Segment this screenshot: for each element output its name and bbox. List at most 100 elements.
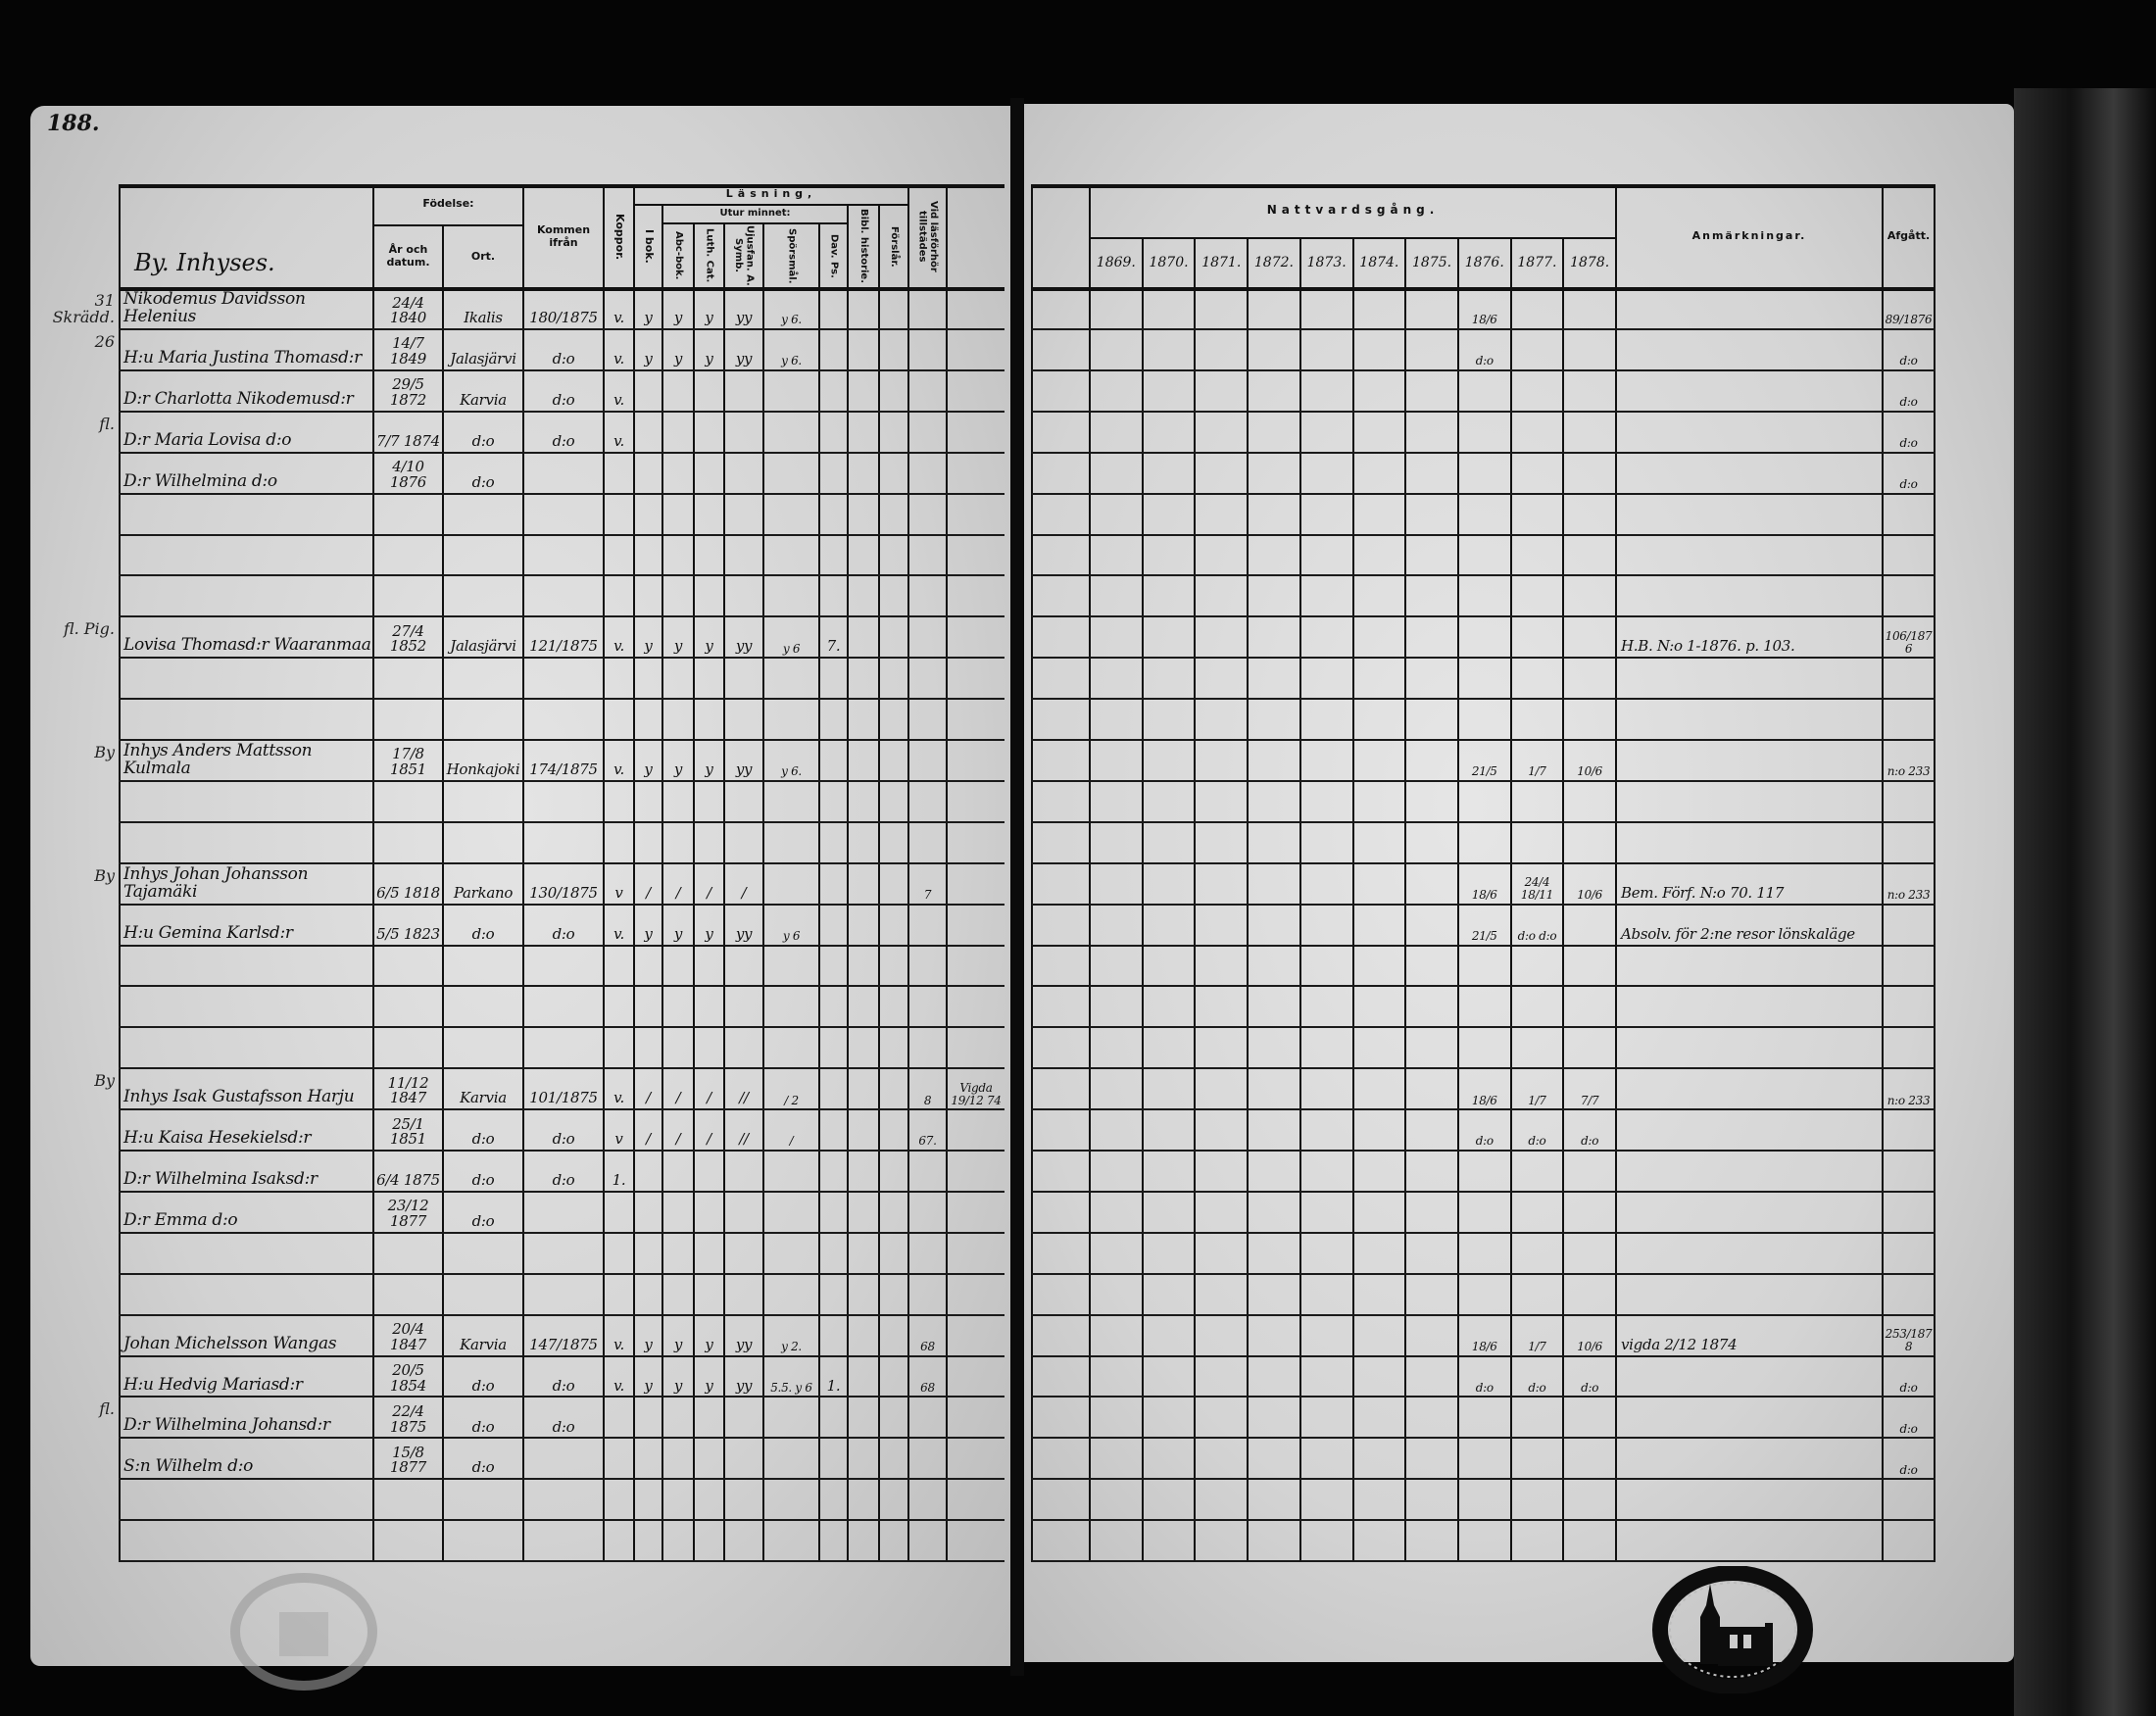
cell-communion-1878: [1562, 617, 1615, 658]
cell-bibl: [847, 1151, 878, 1191]
cell-forslar: [878, 329, 907, 369]
cell-dav: [818, 1110, 847, 1150]
cell-koppor: v.: [603, 1315, 633, 1355]
cell-birth-date: [372, 822, 442, 862]
cell-extra: [946, 1192, 1004, 1232]
cell-communion-1877: [1509, 1480, 1563, 1520]
cell-communion-1870: [1141, 289, 1195, 328]
cell-communion-1873: [1298, 1028, 1352, 1068]
cell-name: [119, 1233, 372, 1273]
cell-ujus: [723, 659, 762, 699]
cell-forslar: [878, 740, 907, 780]
cell-name: [119, 946, 372, 986]
cell-departed: [1882, 781, 1936, 821]
cell-extra: [946, 494, 1004, 534]
cell-birth-place: [442, 494, 522, 534]
blank-register-row: [119, 659, 1004, 701]
cell-departed: n:o 233: [1882, 1069, 1936, 1109]
cell-ujus: /: [723, 863, 762, 904]
cell-birth-place: Karvia: [442, 1315, 522, 1355]
register-row: D:r Emma d:o 23/12 1877 d:o: [119, 1192, 1004, 1234]
cell-communion-1871: [1194, 1151, 1247, 1191]
cell-communion-1869: [1089, 1439, 1142, 1479]
cell-name: Lovisa Thomasd:r Waaranmaa: [119, 617, 372, 658]
blank-register-row: [1031, 659, 1936, 701]
cell-remarks: [1615, 1274, 1882, 1314]
cell-communion-1877: [1509, 700, 1563, 739]
cell-i-bok: y: [633, 905, 662, 945]
cell-communion-1872: [1247, 1521, 1299, 1560]
cell-luth: y: [693, 905, 723, 945]
cell-departed: 89/1876: [1882, 289, 1936, 328]
cell-communion-1876: 18/6: [1456, 863, 1510, 904]
cell-blank: [1031, 1439, 1089, 1479]
cell-communion-1876: [1456, 1521, 1510, 1560]
cell-luth: y: [693, 289, 723, 328]
cell-communion-1873: [1298, 1480, 1352, 1520]
cell-communion-1873: [1298, 412, 1352, 452]
cell-communion-1872: [1247, 289, 1299, 328]
cell-communion-1872: [1247, 740, 1299, 780]
year-header-1878: 1878.: [1562, 237, 1615, 289]
cell-communion-1876: 18/6: [1456, 1069, 1510, 1109]
cell-vid: 68: [907, 1315, 946, 1355]
blank-register-row: [1031, 1274, 1936, 1316]
cell-ujus: [723, 1274, 762, 1314]
cell-communion-1870: [1141, 822, 1195, 862]
cell-came-from: d:o: [522, 1356, 603, 1397]
cell-birth-place: Karvia: [442, 370, 522, 411]
cell-departed: d:o: [1882, 453, 1936, 493]
cell-ujus: [723, 1028, 762, 1068]
margin-note: fl.: [99, 414, 115, 433]
cell-bibl: [847, 1192, 878, 1232]
cell-came-from: [522, 946, 603, 986]
year-header-1874: 1874.: [1351, 237, 1405, 289]
cell-departed: [1882, 1028, 1936, 1068]
cell-luth: [693, 822, 723, 862]
cell-extra: [946, 617, 1004, 658]
register-row: S:n Wilhelm d:o 15/8 1877 d:o: [119, 1439, 1004, 1481]
cell-communion-1874: [1351, 1315, 1405, 1355]
cell-luth: y: [693, 1356, 723, 1397]
cell-communion-1873: [1298, 781, 1352, 821]
blank-register-row: [1031, 1028, 1936, 1070]
cell-bibl: [847, 1233, 878, 1273]
cell-communion-1869: [1089, 289, 1142, 328]
cell-communion-1869: [1089, 740, 1142, 780]
cell-i-bok: y: [633, 617, 662, 658]
cell-communion-1874: [1351, 576, 1405, 616]
cell-i-bok: [633, 1439, 662, 1479]
cell-communion-1870: [1141, 905, 1195, 945]
cell-name: Inhys Isak Gustafsson Harju: [119, 1069, 372, 1109]
cell-communion-1872: [1247, 1356, 1299, 1397]
cell-communion-1873: [1298, 1274, 1352, 1314]
cell-name: [119, 1480, 372, 1520]
cell-communion-1870: [1141, 987, 1195, 1027]
cell-forslar: [878, 781, 907, 821]
cell-communion-1875: [1404, 946, 1457, 986]
cell-departed: [1882, 1192, 1936, 1232]
cell-abc: [662, 822, 693, 862]
cell-vid: [907, 1521, 946, 1560]
cell-birth-date: 27/4 1852: [372, 617, 442, 658]
cell-bibl: [847, 289, 878, 328]
cell-departed: [1882, 905, 1936, 945]
cell-abc: [662, 576, 693, 616]
cell-communion-1870: [1141, 863, 1195, 904]
cell-remarks: [1615, 535, 1882, 575]
cell-ujus: [723, 1480, 762, 1520]
cell-remarks: [1615, 1439, 1882, 1479]
cell-luth: [693, 370, 723, 411]
cell-communion-1869: [1089, 1028, 1142, 1068]
cell-vid: [907, 1028, 946, 1068]
cell-vid: [907, 412, 946, 452]
cell-communion-1871: [1194, 1315, 1247, 1355]
cell-communion-1873: [1298, 1315, 1352, 1355]
extra-header: [946, 184, 1004, 289]
year-header-1871: 1871.: [1194, 237, 1247, 289]
cell-birth-date: 14/7 1849: [372, 329, 442, 369]
register-row-continued: H.B. N:o 1-1876. p. 103. 106/1876: [1031, 617, 1936, 660]
cell-abc: [662, 1521, 693, 1560]
cell-came-from: 121/1875: [522, 617, 603, 658]
cell-luth: [693, 1397, 723, 1438]
